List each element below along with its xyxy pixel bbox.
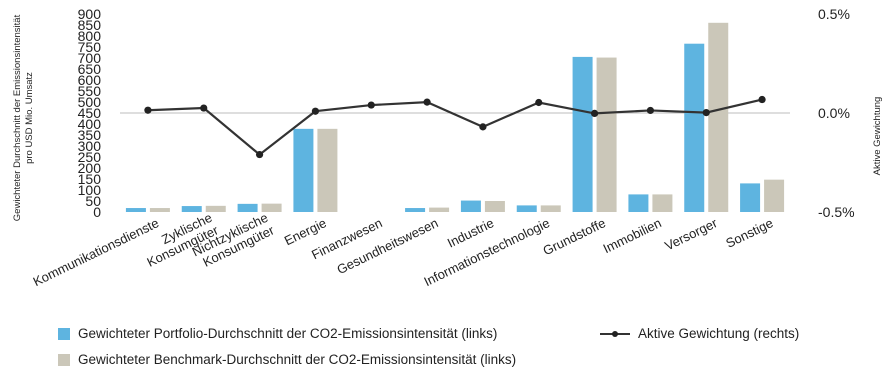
category-label: Sonstige [723,215,775,251]
legend-label-benchmark: Gewichteter Benchmark-Durchschnitt der C… [78,352,517,367]
bar-portfolio [125,208,146,212]
left-tick-label: 0 [93,204,101,220]
category-label-line: Sonstige [723,215,775,251]
bar-benchmark [261,203,282,212]
right-axis-title: Aktive Gewichtung [872,97,883,176]
category-label-line: Gesundheitswesen [334,215,440,277]
active-weight-point [255,150,264,159]
left-tick-label: 300 [78,138,102,154]
category-label-line: Immobilien [601,215,664,256]
left-tick-label: 700 [78,50,102,66]
bar-portfolio [516,205,537,212]
left-axis-title: Gewichteter Durchschnitt der Emissionsin… [12,14,35,221]
bar-benchmark [484,201,505,212]
bar-benchmark [205,205,226,212]
bar-benchmark [317,128,338,212]
bar-portfolio [572,56,593,213]
active-weight-point [200,104,208,112]
bar-benchmark [764,179,785,212]
legend-label-portfolio: Gewichteter Portfolio-Durchschnitt der C… [78,326,498,341]
left-tick-label: 500 [78,94,102,110]
bar-portfolio [405,208,426,212]
bar-portfolio [237,203,258,212]
left-tick-label: 50 [85,193,101,209]
category-label: Immobilien [601,215,664,256]
active-weight-point [479,123,487,131]
legend-item-benchmark: Gewichteter Benchmark-Durchschnitt der C… [58,352,516,367]
right-axis-ticks: -0.5% 0.0% 0.5% [818,6,855,220]
legend-item-active: Aktive Gewichtung (rechts) [600,326,799,341]
category-label: Kommunikationsdienste [31,215,162,289]
left-tick-label: 750 [78,39,102,55]
left-axis-title-line: Gewichteter Durchschnitt der Emissionsin… [12,14,23,221]
active-weight-point [311,107,320,115]
legend-label-active: Aktive Gewichtung (rechts) [638,326,800,341]
left-tick-label: 150 [78,171,102,187]
active-weight-polyline [147,98,763,156]
bar-benchmark [149,208,170,212]
bar-benchmark [429,207,450,212]
active-weight-point [702,109,710,117]
active-weight-line [144,95,766,159]
left-tick-label: 850 [78,17,102,33]
active-weight-point [144,106,152,114]
bar-portfolio [460,200,481,212]
legend-swatch-portfolio [58,327,70,340]
bar-portfolio [684,43,705,213]
left-tick-label: 550 [78,83,102,99]
axis-titles: Gewichteter Durchschnitt der Emissionsin… [12,14,883,221]
active-weight-point [367,101,375,109]
category-label-line: Grundstoffe [540,215,607,258]
category-label: Gesundheitswesen [334,215,440,277]
bar-benchmark [540,205,561,212]
category-label: Versorger [662,215,720,253]
left-tick-label: 450 [78,105,102,121]
left-tick-label: 250 [78,149,102,165]
left-axis-ticks: 0501001502002503003504004505005506006507… [78,6,102,220]
left-tick-label: 900 [78,6,102,22]
legend-swatch-benchmark [58,353,70,366]
bar-benchmark [708,22,729,212]
bar-benchmark [652,194,673,212]
left-tick-label: 200 [78,160,102,176]
active-weight-point [646,106,655,115]
right-tick-label: 0.5% [818,6,850,22]
left-tick-label: 650 [78,61,102,77]
bar-portfolio [181,206,202,212]
legend-item-portfolio: Gewichteter Portfolio-Durchschnitt der C… [58,326,497,341]
left-axis-title-line: pro USD Mio. Umsatz [24,72,35,164]
bar-portfolio [628,194,649,212]
left-tick-label: 400 [78,116,102,132]
active-weight-point [758,95,766,104]
left-tick-label: 800 [78,28,102,44]
category-label-line: Versorger [662,215,720,253]
left-tick-label: 600 [78,72,102,88]
legend-line-symbol [600,328,630,340]
bars [125,22,785,213]
right-tick-label: 0.0% [818,105,850,121]
active-weight-point [590,109,599,117]
bar-portfolio [293,128,314,212]
left-tick-label: 100 [78,182,102,198]
bar-benchmark [596,57,617,213]
left-tick-label: 350 [78,127,102,143]
category-labels: KommunikationsdiensteZyklischeKonsumgüte… [31,210,776,289]
bar-portfolio [740,183,761,212]
category-label: Grundstoffe [540,215,607,258]
right-tick-label: -0.5% [818,204,855,220]
category-label-line: Kommunikationsdienste [31,215,162,289]
active-weight-point [423,98,431,106]
active-weight-point [535,98,543,107]
